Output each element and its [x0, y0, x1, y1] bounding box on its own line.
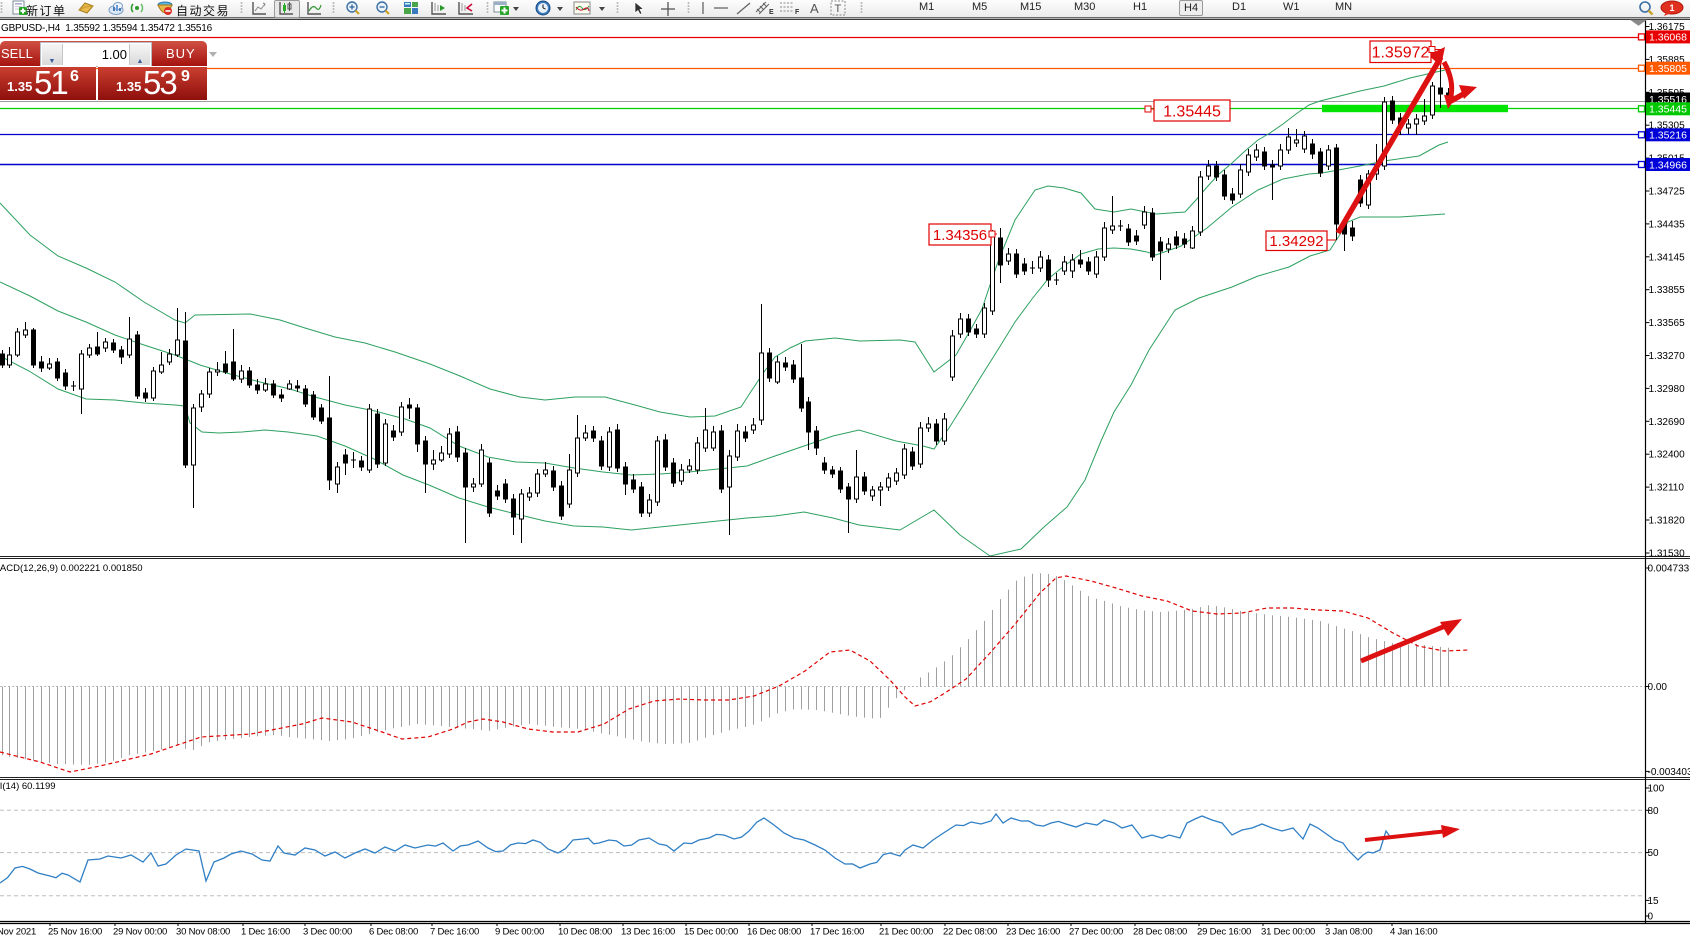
svg-text:-0.003403: -0.003403 — [1648, 767, 1690, 778]
svg-text:9 Dec 00:00: 9 Dec 00:00 — [495, 927, 544, 938]
svg-text:1: 1 — [1670, 3, 1675, 13]
svg-text:80: 80 — [1648, 806, 1660, 817]
svg-text:3 Jan 08:00: 3 Jan 08:00 — [1325, 927, 1372, 938]
svg-text:1.32980: 1.32980 — [1649, 384, 1686, 395]
svg-text:1.32400: 1.32400 — [1649, 450, 1686, 461]
svg-text:23 Dec 16:00: 23 Dec 16:00 — [1006, 927, 1060, 938]
svg-text:1.35305: 1.35305 — [1649, 121, 1686, 132]
svg-text:1.34435: 1.34435 — [1649, 219, 1686, 230]
svg-text:1.31820: 1.31820 — [1649, 516, 1686, 527]
svg-text:29 Nov 00:00: 29 Nov 00:00 — [113, 927, 167, 938]
svg-text:17 Dec 16:00: 17 Dec 16:00 — [810, 927, 864, 938]
svg-text:Nov 2021: Nov 2021 — [0, 927, 36, 938]
svg-text:1.34966: 1.34966 — [1649, 159, 1687, 171]
svg-text:MACD(12,26,9) 0.002221 0.00185: MACD(12,26,9) 0.002221 0.001850 — [0, 563, 143, 574]
svg-text:22 Dec 08:00: 22 Dec 08:00 — [943, 927, 997, 938]
svg-text:RSI(14) 60.1199: RSI(14) 60.1199 — [0, 781, 56, 792]
svg-text:1.32690: 1.32690 — [1649, 417, 1686, 428]
svg-text:1.34292: 1.34292 — [1269, 233, 1323, 250]
svg-text:15: 15 — [1648, 896, 1660, 907]
svg-text:0.004733: 0.004733 — [1648, 564, 1690, 575]
svg-text:6 Dec 08:00: 6 Dec 08:00 — [369, 927, 418, 938]
svg-text:1.34725: 1.34725 — [1649, 187, 1686, 198]
svg-text:1.33855: 1.33855 — [1649, 285, 1686, 296]
svg-text:1.31530: 1.31530 — [1649, 549, 1686, 560]
svg-text:4 Jan 16:00: 4 Jan 16:00 — [1390, 927, 1437, 938]
svg-text:1.34145: 1.34145 — [1649, 252, 1686, 263]
svg-text:3 Dec 00:00: 3 Dec 00:00 — [303, 927, 352, 938]
svg-text:21 Dec 00:00: 21 Dec 00:00 — [879, 927, 933, 938]
svg-text:25 Nov 16:00: 25 Nov 16:00 — [48, 927, 102, 938]
svg-text:7 Dec 16:00: 7 Dec 16:00 — [430, 927, 479, 938]
svg-text:1.36175: 1.36175 — [1649, 22, 1686, 33]
svg-text:1.33565: 1.33565 — [1649, 318, 1686, 329]
svg-text:1.32110: 1.32110 — [1649, 483, 1685, 494]
svg-text:1.36068: 1.36068 — [1649, 32, 1687, 44]
svg-text:27 Dec 00:00: 27 Dec 00:00 — [1069, 927, 1123, 938]
svg-text:100: 100 — [1648, 784, 1665, 795]
svg-text:0: 0 — [1648, 912, 1654, 923]
svg-text:1.35972: 1.35972 — [1372, 45, 1430, 62]
svg-text:1.35445: 1.35445 — [1649, 104, 1687, 116]
svg-text:1.34356: 1.34356 — [933, 227, 987, 244]
svg-text:1.35885: 1.35885 — [1649, 55, 1686, 66]
svg-text:GBPUSD-,H4 1.35592 1.35594 1.: GBPUSD-,H4 1.35592 1.35594 1.35472 1.355… — [1, 23, 213, 34]
svg-text:30 Nov 08:00: 30 Nov 08:00 — [176, 927, 230, 938]
svg-text:1.35445: 1.35445 — [1163, 103, 1221, 120]
svg-text:0.00: 0.00 — [1648, 682, 1668, 693]
svg-text:E: E — [769, 9, 774, 16]
svg-text:1.35216: 1.35216 — [1649, 130, 1687, 142]
svg-text:1 Dec 16:00: 1 Dec 16:00 — [241, 927, 290, 938]
svg-text:28 Dec 08:00: 28 Dec 08:00 — [1133, 927, 1187, 938]
svg-text:13 Dec 16:00: 13 Dec 16:00 — [621, 927, 675, 938]
svg-text:16 Dec 08:00: 16 Dec 08:00 — [747, 927, 801, 938]
svg-text:29 Dec 16:00: 29 Dec 16:00 — [1197, 927, 1251, 938]
svg-text:1.35805: 1.35805 — [1649, 63, 1687, 75]
svg-text:31 Dec 00:00: 31 Dec 00:00 — [1261, 927, 1315, 938]
svg-text:10 Dec 08:00: 10 Dec 08:00 — [558, 927, 612, 938]
svg-text:50: 50 — [1648, 848, 1660, 859]
svg-text:15 Dec 00:00: 15 Dec 00:00 — [684, 927, 738, 938]
svg-text:F: F — [795, 9, 800, 16]
svg-text:T: T — [835, 3, 842, 15]
svg-text:1.33270: 1.33270 — [1649, 351, 1686, 362]
